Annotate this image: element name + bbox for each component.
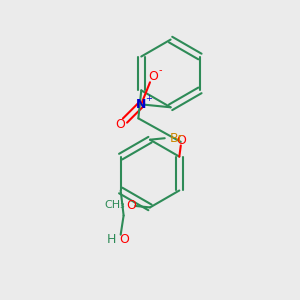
Text: O: O [127, 199, 136, 212]
Text: H: H [106, 233, 116, 247]
Text: O: O [116, 118, 125, 131]
Text: O: O [148, 70, 158, 83]
Text: +: + [145, 94, 152, 103]
Text: Br: Br [169, 132, 183, 145]
Text: CH₃: CH₃ [104, 200, 125, 210]
Text: N: N [136, 98, 146, 111]
Text: O: O [177, 134, 187, 147]
Text: O: O [119, 233, 129, 247]
Text: -: - [159, 65, 162, 76]
